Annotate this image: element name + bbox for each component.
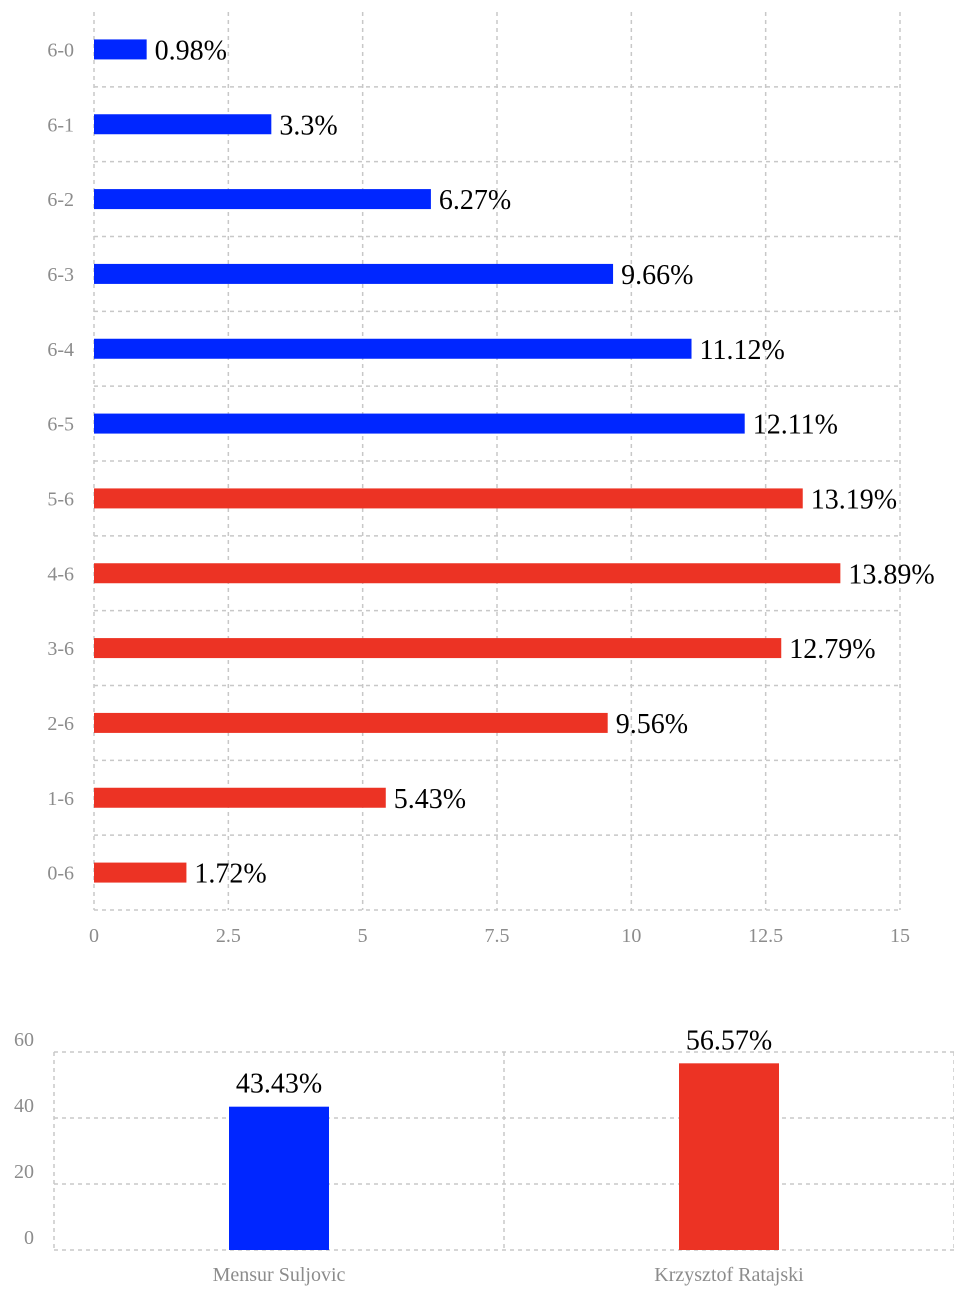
hbar-category-label: 6-1 [47,114,74,136]
hbar-value-label: 3.3% [279,110,337,141]
hbar-value-label: 6.27% [439,185,511,216]
hbar-bar [94,114,272,135]
vbar-gridlines [53,1051,954,1251]
hbar-x-tick-label: 12.5 [748,925,783,947]
hbar-value-label: 13.89% [848,559,934,590]
hbar-bar [94,338,692,359]
hbar-category-label: 6-3 [47,264,74,286]
hbar-bar [94,787,386,808]
hbar-bar [94,488,803,509]
hbar-category-label: 6-2 [47,189,74,211]
hbar-chart: 0 2.5 5 7.5 10 12.5 15 6-0 0.98% 6-1 3.3% 6-2 6.27% 6… [47,35,934,947]
hbar-x-tick-label: 2.5 [216,925,241,947]
hbar-bar [94,862,187,883]
hbar-value-label: 12.11% [753,410,838,441]
vbar-bar [229,1106,329,1250]
hbar-bar [94,638,782,659]
hbar-category-label: 0-6 [47,863,74,885]
vbar-chart: 0 20 40 60 43.43% Mensur Suljovic 56.57% Krzysz… [14,1025,804,1286]
hbar-bar [94,563,841,584]
hbar-category-label: 6-5 [47,414,74,436]
hbar-value-label: 9.56% [616,709,688,740]
vbar-value-label: 56.57% [686,1025,772,1056]
hbar-x-tick-label: 7.5 [485,925,510,947]
hbar-bar [94,189,431,210]
hbar-category-label: 6-0 [47,39,74,61]
vbar-category-label: Krzysztof Ratajski [654,1264,804,1286]
hbar-value-label: 11.12% [700,335,785,366]
hbar-bar [94,263,614,284]
hbar-x-tick-label: 5 [358,925,368,947]
hbar-bar [94,712,608,733]
hbar-value-label: 12.79% [789,634,875,665]
vbar-y-tick-label: 60 [14,1029,34,1051]
hbar-value-label: 13.19% [811,484,897,515]
hbar-x-tick-label: 0 [89,925,99,947]
hbar-value-label: 5.43% [394,784,466,815]
hbar-category-label: 6-4 [47,339,74,361]
hbar-category-label: 1-6 [47,788,74,810]
vbar-y-tick-label: 20 [14,1161,34,1183]
vbar-y-tick-label: 0 [24,1227,34,1249]
vbar-bar [679,1063,779,1250]
hbar-x-tick-label: 10 [621,925,641,947]
hbar-value-label: 1.72% [194,859,266,890]
hbar-category-label: 5-6 [47,488,74,510]
hbar-bar [94,39,147,60]
hbar-value-label: 9.66% [621,260,693,291]
hbar-category-label: 3-6 [47,638,74,660]
hbar-category-label: 4-6 [47,563,74,585]
vbar-category-label: Mensur Suljovic [213,1264,346,1286]
vbar-y-tick-label: 40 [14,1095,34,1117]
hbar-category-label: 2-6 [47,713,74,735]
hbar-gridlines [93,12,901,911]
hbar-bar [94,413,745,434]
hbar-x-tick-label: 15 [890,925,910,947]
vbar-value-label: 43.43% [236,1069,322,1100]
hbar-value-label: 0.98% [155,35,227,66]
